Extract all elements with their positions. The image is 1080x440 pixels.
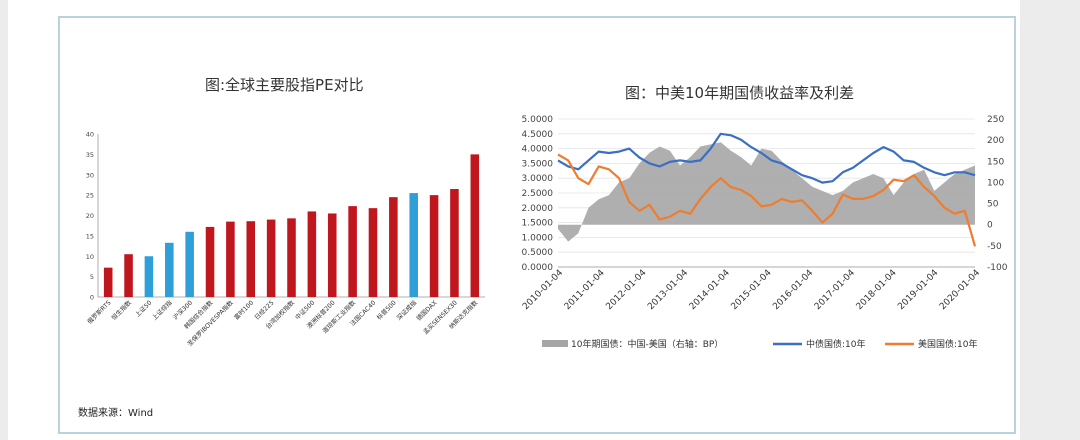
bond-left-tick-label: 1.5000 (522, 219, 554, 229)
pe-bar (429, 195, 439, 297)
bond-x-tick-label: 2016-01-04 (771, 268, 815, 312)
bond-x-tick-label: 2015-01-04 (730, 268, 774, 312)
data-source-note: 数据来源：Wind (78, 408, 154, 419)
bond-right-tick-label: -100 (987, 263, 1008, 273)
bond-right-tick-label: 200 (987, 136, 1004, 146)
legend-label-spread: 10年期国债：中国-美国（右轴：BP） (571, 338, 723, 350)
pe-bar (409, 193, 418, 297)
bond-x-tick-label: 2013-01-04 (646, 268, 690, 312)
pe-category-label: 富时100 (232, 299, 255, 322)
pe-category-label: 俄罗斯RTS (86, 299, 113, 326)
pe-bar (287, 218, 296, 297)
bond-right-tick-label: 250 (987, 115, 1004, 125)
bond-right-tick-label: 150 (987, 157, 1004, 167)
pe-category-label: 孟买SENSEX30 (422, 299, 459, 336)
bond-right-tick-label: 100 (987, 178, 1004, 188)
bond-left-tick-label: 3.5000 (522, 159, 554, 169)
bond-left-tick-label: 5.0000 (522, 115, 554, 125)
legend-label-us: 美国国债:10年 (918, 338, 978, 350)
pe-y-tick-label: 15 (86, 232, 94, 240)
pe-y-tick-label: 25 (86, 192, 94, 200)
bond-right-tick-label: -50 (987, 242, 1002, 252)
pe-bar (124, 254, 133, 297)
pe-y-tick-label: 40 (86, 131, 94, 139)
bond-x-tick-label: 2018-01-04 (855, 268, 899, 312)
legend-swatch-spread (542, 340, 568, 347)
pe-bar (103, 267, 113, 297)
bond-left-tick-label: 4.5000 (522, 130, 554, 140)
pe-bar (266, 219, 276, 297)
china-yield-line (557, 132, 976, 184)
bond-yield-chart: 5.0000 4.5000 4.0000 3.5000 3.0000 2.5000 2.00… (521, 115, 1008, 312)
bond-x-tick-label: 2012-01-04 (604, 268, 648, 312)
pe-bar (226, 221, 235, 297)
bond-left-tick-label: 2.5000 (522, 189, 554, 199)
bond-x-tick-label: 2020-01-04 (938, 268, 982, 312)
bond-x-tick-label: 2011-01-04 (563, 268, 607, 312)
bond-chart-legend: 10年期国债：中国-美国（右轴：BP） 中债国债:10年 美国国债:10年 (542, 338, 978, 350)
pe-y-tick-label: 0 (90, 294, 94, 302)
bond-chart-title: 图：中美10年期国债收益率及利差 (625, 84, 855, 102)
spread-area (558, 142, 975, 242)
bond-x-tick-label: 2019-01-04 (896, 268, 940, 312)
pe-category-label: 上证综指 (151, 299, 174, 322)
bond-right-tick-label: 0 (987, 221, 993, 231)
pe-y-tick-label: 30 (86, 171, 94, 179)
pe-y-tick-label: 20 (86, 212, 94, 220)
bond-left-tick-label: 0.5000 (522, 248, 554, 258)
pe-y-tick-label: 5 (90, 273, 94, 281)
bond-left-tick-label: 0.0000 (522, 263, 554, 273)
pe-bar (307, 211, 317, 297)
bond-left-tick-label: 1.0000 (522, 233, 554, 243)
pe-chart-title: 图:全球主要股指PE对比 (205, 76, 364, 94)
bond-right-tick-label: 50 (987, 200, 999, 210)
pe-category-label: 标普500 (375, 299, 398, 322)
pe-bar (389, 197, 398, 297)
pe-bar (205, 226, 215, 297)
bond-x-tick-label: 2010-01-04 (521, 268, 565, 312)
bond-left-tick-label: 2.0000 (522, 204, 554, 214)
pe-category-label: 上证50 (133, 299, 153, 319)
pe-bar (165, 242, 174, 297)
pe-bar (246, 221, 256, 297)
pe-bar (144, 256, 154, 297)
bond-left-tick-label: 4.0000 (522, 145, 554, 155)
pe-bar (368, 208, 378, 297)
legend-label-china: 中债国债:10年 (806, 338, 866, 350)
pe-y-tick-label: 10 (86, 253, 94, 261)
pe-bar (327, 213, 337, 297)
bond-left-tick-label: 3.0000 (522, 174, 554, 184)
bond-x-tick-label: 2014-01-04 (688, 268, 732, 312)
pe-category-label: 深证成指 (395, 299, 418, 322)
bond-x-tick-label: 2017-01-04 (813, 268, 857, 312)
pe-bar (348, 206, 357, 297)
figure-panel (58, 16, 1016, 434)
pe-category-label: 恒生指数 (110, 298, 134, 322)
pe-bar (470, 154, 480, 297)
us-yield-line (557, 153, 977, 247)
pe-y-tick-label: 35 (86, 151, 94, 159)
pe-bar (450, 189, 459, 297)
pe-bar (185, 231, 194, 297)
